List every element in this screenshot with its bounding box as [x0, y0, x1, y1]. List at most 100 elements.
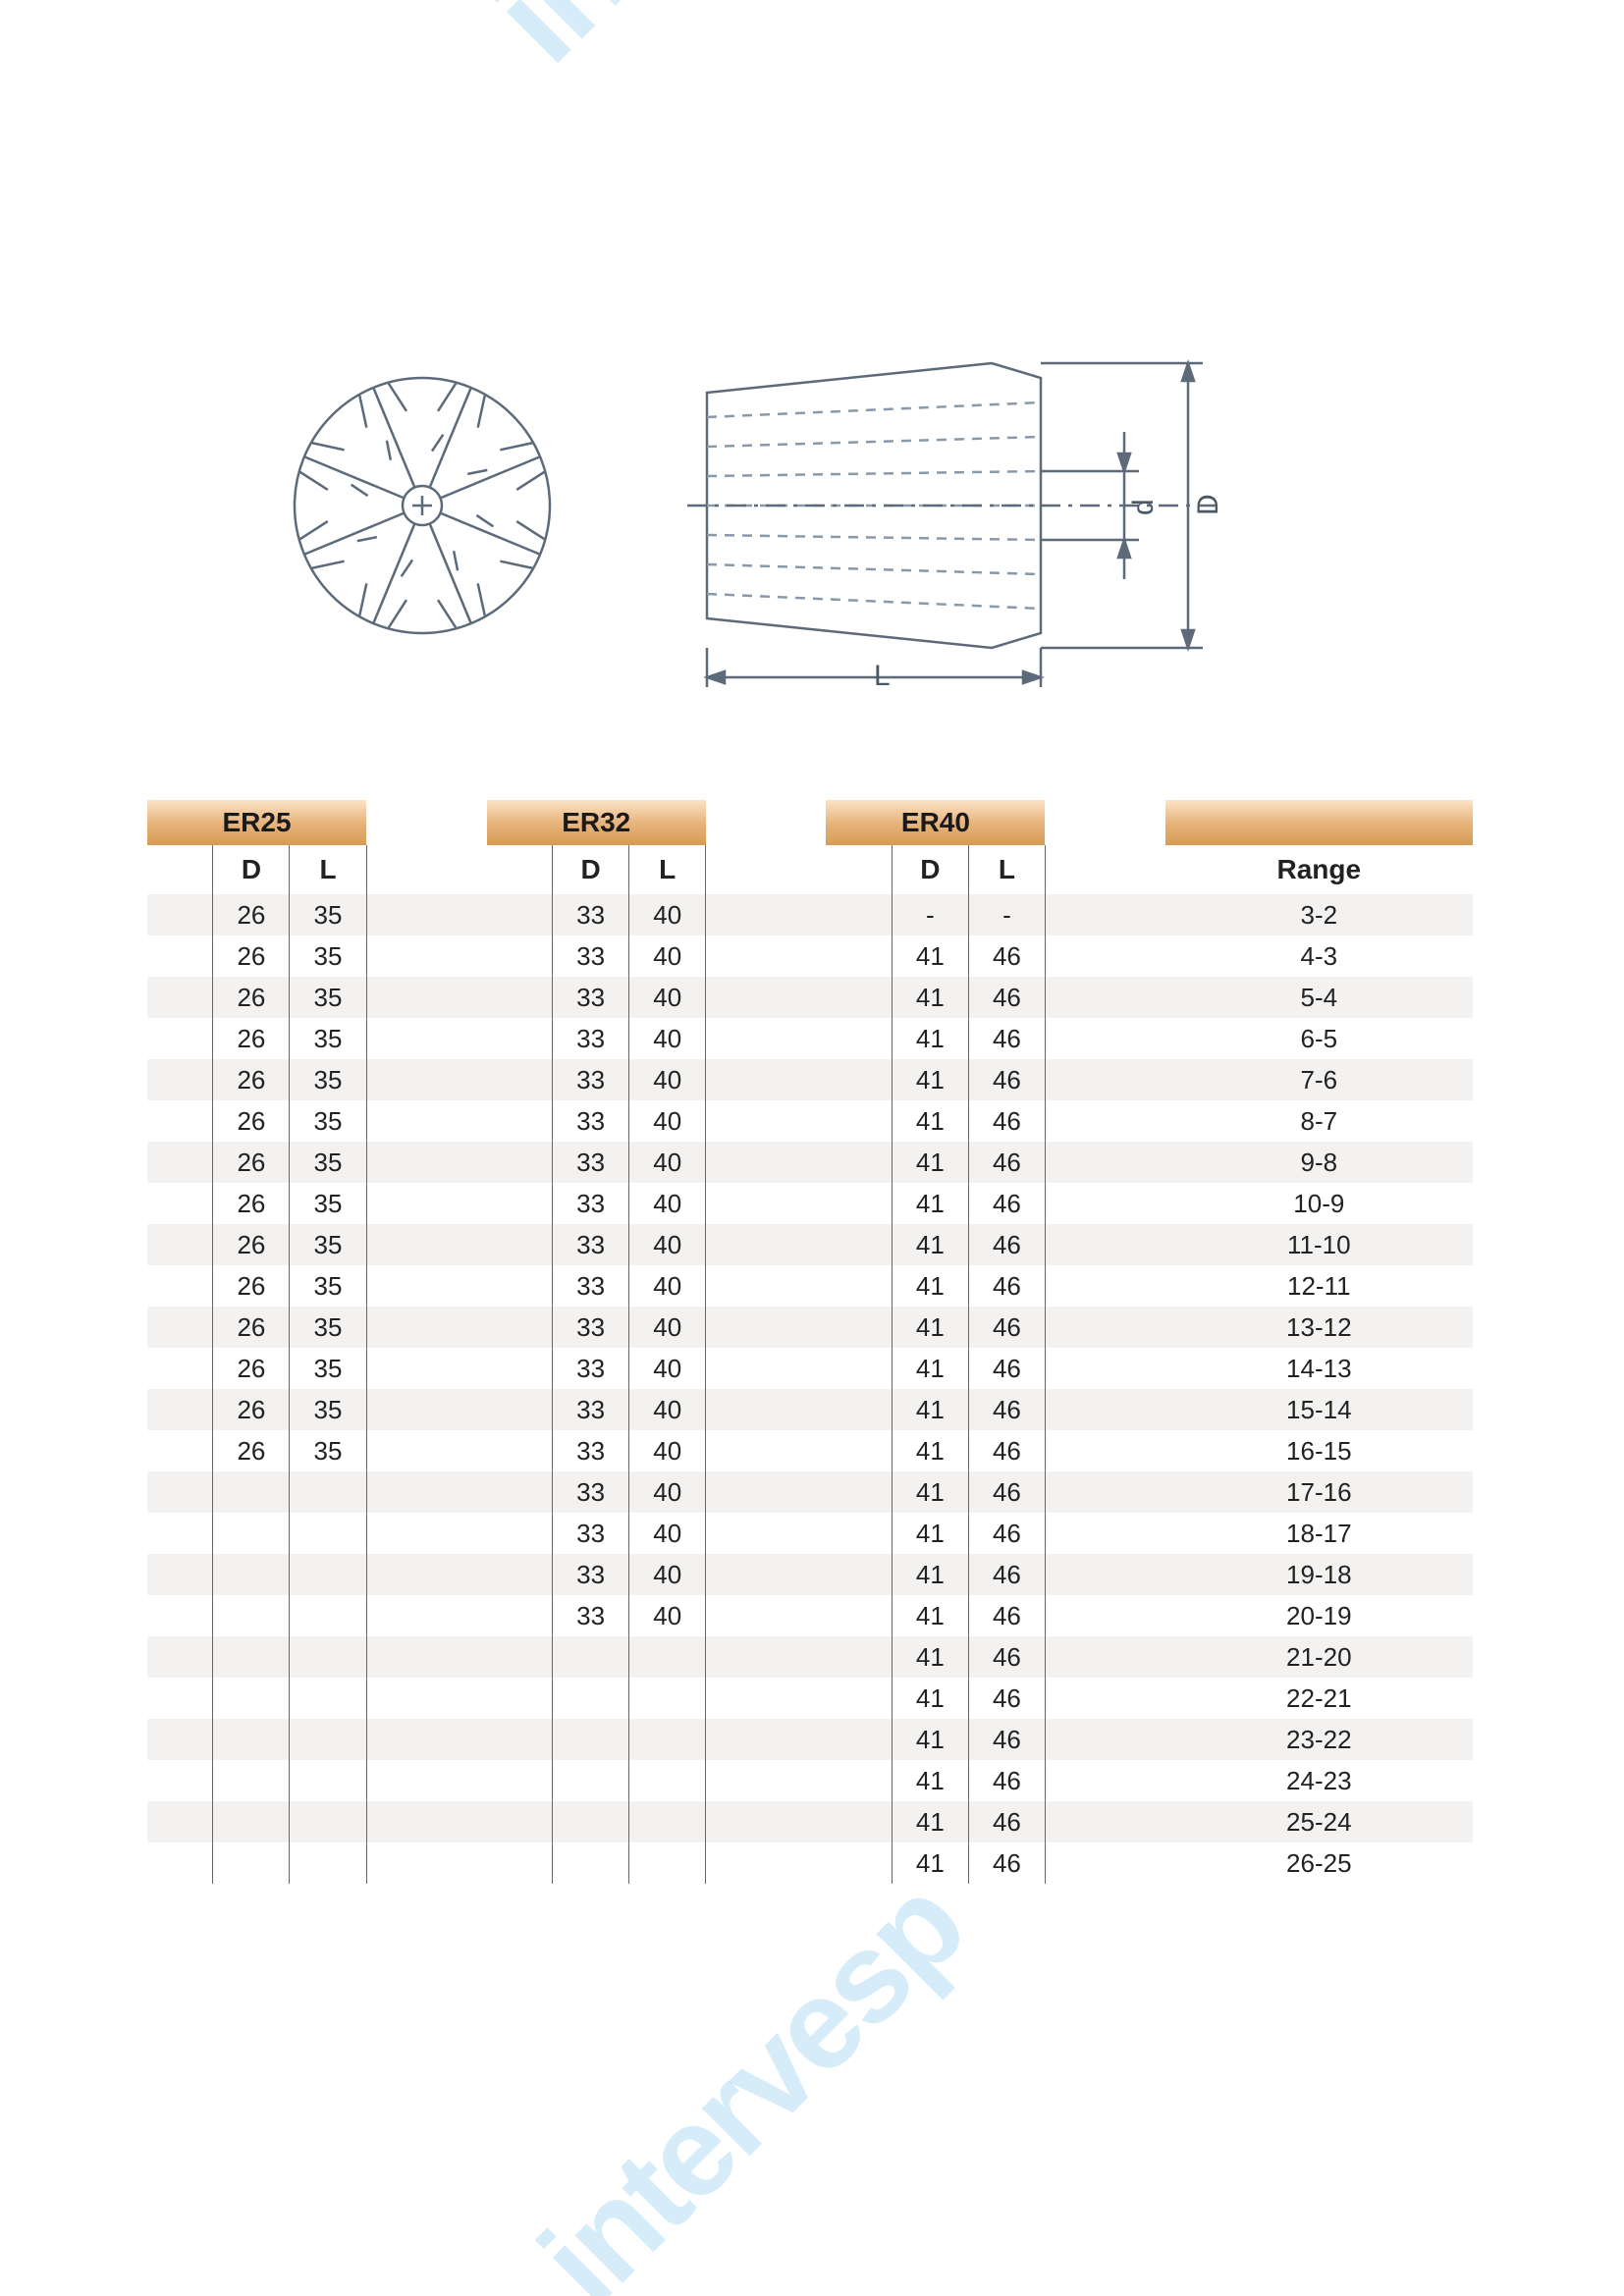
- table-cell: 35: [290, 1348, 366, 1389]
- col-header-range: Range: [1165, 845, 1472, 894]
- table-cell: [487, 1842, 553, 1884]
- table-cell: [366, 1430, 487, 1471]
- table-cell: 46: [968, 1100, 1045, 1142]
- table-cell: [366, 977, 487, 1018]
- table-cell: [826, 1678, 892, 1719]
- table-cell: [826, 894, 892, 935]
- table-cell: [366, 1471, 487, 1513]
- table-cell: 33: [553, 1389, 629, 1430]
- table-cell: 33: [553, 1059, 629, 1100]
- table-cell: 46: [968, 1430, 1045, 1471]
- table-cell: [147, 1471, 213, 1513]
- table-cell: 40: [629, 1100, 706, 1142]
- table-cell: 46: [968, 1307, 1045, 1348]
- table-cell: [487, 1142, 553, 1183]
- table-cell: [826, 1554, 892, 1595]
- table-cell: 40: [629, 1513, 706, 1554]
- table-cell: 17-16: [1165, 1471, 1472, 1513]
- table-cell: 33: [553, 1018, 629, 1059]
- table-cell: [487, 1595, 553, 1636]
- table-cell: 46: [968, 1719, 1045, 1760]
- table-cell: [1045, 1265, 1165, 1307]
- table-cell: 40: [629, 1183, 706, 1224]
- table-cell: [290, 1636, 366, 1678]
- spec-table-container: ER25 ER32 ER40 D L D L D L: [147, 800, 1473, 1884]
- table-cell: 41: [892, 1224, 968, 1265]
- table-row: 3340414620-19: [147, 1595, 1473, 1636]
- sub-header-row: D L D L D L Range: [147, 845, 1473, 894]
- table-cell: 40: [629, 1307, 706, 1348]
- table-cell: 41: [892, 1059, 968, 1100]
- table-cell: 46: [968, 1760, 1045, 1801]
- table-cell: 33: [553, 1471, 629, 1513]
- table-cell: [487, 1389, 553, 1430]
- table-cell: [706, 1801, 827, 1842]
- table-row: 2635334041469-8: [147, 1142, 1473, 1183]
- table-cell: 41: [892, 1265, 968, 1307]
- table-cell: 46: [968, 1636, 1045, 1678]
- table-cell: [366, 1307, 487, 1348]
- table-cell: 33: [553, 1265, 629, 1307]
- table-row: 3340414618-17: [147, 1513, 1473, 1554]
- table-cell: [487, 1059, 553, 1100]
- table-cell: 35: [290, 977, 366, 1018]
- table-row: 2635334041464-3: [147, 935, 1473, 977]
- table-cell: 14-13: [1165, 1348, 1472, 1389]
- table-cell: 26: [213, 1265, 290, 1307]
- table-cell: 46: [968, 1018, 1045, 1059]
- table-cell: [706, 1595, 827, 1636]
- spec-table: ER25 ER32 ER40 D L D L D L: [147, 800, 1473, 1884]
- table-cell: [553, 1719, 629, 1760]
- col-header: D: [892, 845, 968, 894]
- table-cell: 46: [968, 1389, 1045, 1430]
- table-cell: 46: [968, 1183, 1045, 1224]
- table-cell: [1045, 1224, 1165, 1265]
- table-cell: [487, 1307, 553, 1348]
- table-cell: [1045, 1389, 1165, 1430]
- dim-label-L: L: [874, 660, 891, 687]
- table-cell: [706, 1389, 827, 1430]
- table-cell: [487, 1265, 553, 1307]
- table-cell: 40: [629, 1224, 706, 1265]
- table-cell: [826, 1142, 892, 1183]
- group-header-er32: ER32: [487, 800, 706, 845]
- table-cell: 35: [290, 894, 366, 935]
- table-cell: [826, 1595, 892, 1636]
- table-cell: [147, 1307, 213, 1348]
- table-cell: [366, 894, 487, 935]
- table-cell: 46: [968, 1224, 1045, 1265]
- table-cell: [366, 1801, 487, 1842]
- table-cell: 16-15: [1165, 1430, 1472, 1471]
- table-cell: 33: [553, 977, 629, 1018]
- table-row: 26353340414615-14: [147, 1389, 1473, 1430]
- table-cell: [147, 1801, 213, 1842]
- table-cell: [706, 1636, 827, 1678]
- table-cell: 33: [553, 1224, 629, 1265]
- table-cell: [213, 1842, 290, 1884]
- table-cell: [147, 1513, 213, 1554]
- table-cell: [290, 1471, 366, 1513]
- table-cell: [1045, 935, 1165, 977]
- table-cell: [826, 1100, 892, 1142]
- table-cell: [147, 1595, 213, 1636]
- table-cell: 35: [290, 1059, 366, 1100]
- table-cell: 33: [553, 1307, 629, 1348]
- table-cell: [366, 1760, 487, 1801]
- table-cell: [826, 1636, 892, 1678]
- table-cell: 41: [892, 1307, 968, 1348]
- table-cell: [487, 1801, 553, 1842]
- table-cell: [213, 1513, 290, 1554]
- table-cell: [147, 1183, 213, 1224]
- table-cell: [366, 1719, 487, 1760]
- table-cell: [826, 935, 892, 977]
- table-cell: 3-2: [1165, 894, 1472, 935]
- table-cell: [290, 1842, 366, 1884]
- table-cell: [487, 1100, 553, 1142]
- table-cell: 26: [213, 1100, 290, 1142]
- table-row: 26353340414611-10: [147, 1224, 1473, 1265]
- table-cell: [706, 1842, 827, 1884]
- table-cell: [826, 1018, 892, 1059]
- table-cell: [553, 1801, 629, 1842]
- table-cell: 41: [892, 1183, 968, 1224]
- table-cell: [366, 1142, 487, 1183]
